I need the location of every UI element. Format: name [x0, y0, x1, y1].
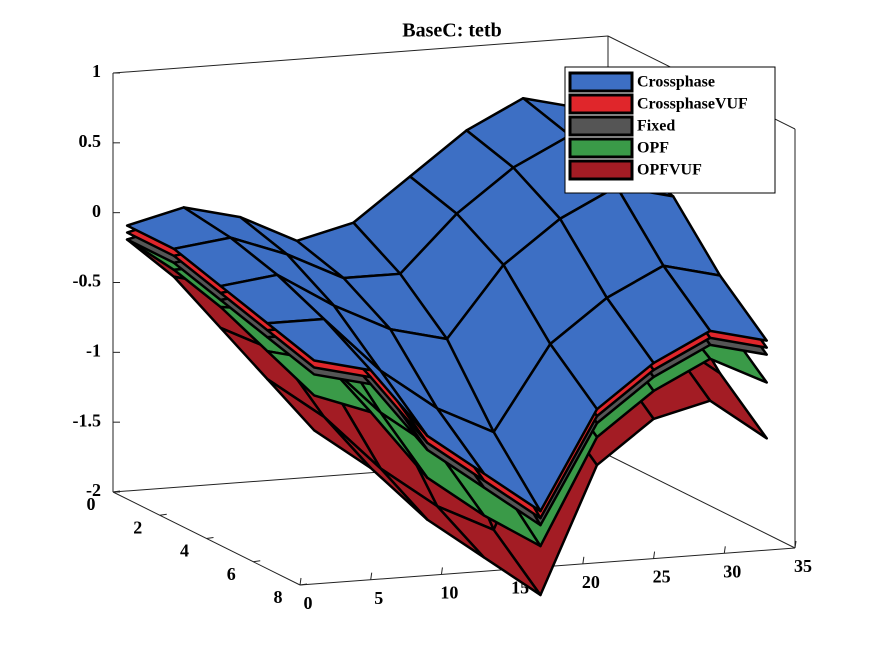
- z-tick-label: -2: [86, 480, 101, 500]
- z-tick-label: 0: [92, 201, 101, 221]
- x-tick-label: 10: [440, 583, 458, 603]
- y-tick: [112, 490, 121, 493]
- x-tick: [370, 572, 373, 580]
- z-tick-label: 0.5: [79, 131, 102, 151]
- x-tick-label: 20: [582, 572, 600, 592]
- z-tick-label: -1.5: [73, 410, 102, 430]
- z-tick-label: -0.5: [73, 271, 102, 291]
- legend: Crossphase CrossphaseVUF Fixed OPF OPFVUF: [564, 66, 776, 194]
- legend-swatch: [568, 159, 634, 181]
- x-tick: [299, 577, 302, 586]
- y-tick-label: 8: [274, 587, 283, 607]
- legend-swatch: [568, 137, 634, 159]
- x-tick-label: 5: [374, 588, 383, 608]
- y-tick-label: 4: [180, 541, 189, 561]
- surface-patch: [266, 317, 372, 372]
- legend-swatch: [568, 93, 634, 115]
- z-tick-label: 1: [92, 61, 101, 81]
- legend-swatch: [568, 71, 634, 93]
- legend-label: OPF: [637, 140, 669, 157]
- y-tick-label: 0: [87, 494, 96, 514]
- legend-label: Fixed: [637, 118, 675, 135]
- x-tick: [440, 567, 443, 575]
- legend-label: Crossphase: [637, 74, 715, 91]
- x-tick: [653, 551, 656, 559]
- y-tick: [159, 513, 167, 516]
- legend-label: OPFVUF: [637, 162, 702, 179]
- legend-label: CrossphaseVUF: [637, 96, 748, 113]
- x-tick-label: 35: [794, 556, 812, 576]
- x-tick-label: 25: [653, 567, 671, 587]
- chart-title: BaseC: tetb: [402, 20, 501, 42]
- y-tick: [206, 537, 214, 539]
- axis-line: [112, 35, 609, 74]
- x-tick-label: 0: [304, 593, 313, 613]
- z-tick-label: -1: [86, 340, 101, 360]
- axis-line: [607, 454, 796, 549]
- x-tick: [794, 540, 797, 549]
- x-tick-label: 30: [723, 561, 741, 581]
- y-tick-label: 2: [133, 517, 142, 537]
- legend-swatch: [568, 115, 634, 137]
- surfaces: [125, 96, 768, 597]
- x-tick: [723, 546, 726, 554]
- y-tick: [299, 583, 308, 586]
- y-tick: [253, 560, 261, 563]
- surface-patch: [266, 377, 372, 470]
- x-tick: [582, 556, 585, 564]
- y-tick-label: 6: [227, 564, 236, 584]
